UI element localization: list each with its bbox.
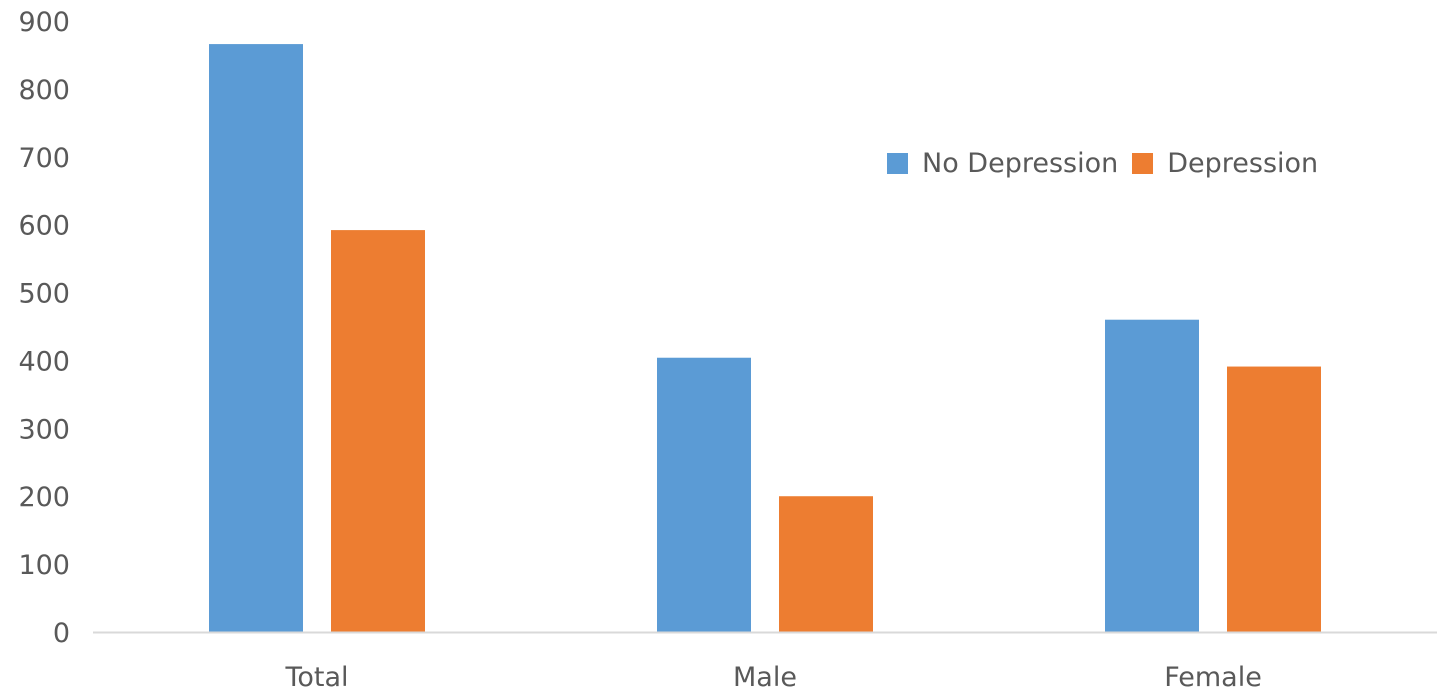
legend-swatch-no-depression xyxy=(887,153,908,174)
y-tick-label-300: 300 xyxy=(18,414,70,445)
bar-total-no-depression xyxy=(209,44,303,633)
y-tick-label-600: 600 xyxy=(18,211,70,242)
bar-female-no-depression xyxy=(1105,319,1199,632)
y-tick-label-0: 0 xyxy=(53,618,70,649)
y-tick-label-100: 100 xyxy=(18,550,70,581)
bar-total-depression xyxy=(331,230,425,632)
legend-label-depression: Depression xyxy=(1167,148,1319,179)
bar-female-depression xyxy=(1227,366,1321,632)
y-tick-label-500: 500 xyxy=(18,279,70,310)
x-tick-label-male: Male xyxy=(733,662,797,693)
y-tick-label-900: 900 xyxy=(18,7,70,38)
legend: No Depression Depression xyxy=(887,148,1332,179)
x-tick-label-total: Total xyxy=(284,662,348,693)
legend-item-no-depression: No Depression xyxy=(887,148,1118,179)
x-tick-label-female: Female xyxy=(1164,662,1262,693)
y-tick-label-700: 700 xyxy=(18,143,70,174)
bar-male-no-depression xyxy=(657,357,751,632)
legend-item-depression: Depression xyxy=(1132,148,1318,179)
y-tick-label-200: 200 xyxy=(18,482,70,513)
legend-swatch-depression xyxy=(1132,153,1154,174)
legend-label-no-depression: No Depression xyxy=(922,148,1119,179)
y-tick-label-400: 400 xyxy=(18,346,70,377)
bar-male-depression xyxy=(779,496,873,632)
y-tick-label-800: 800 xyxy=(18,75,70,106)
